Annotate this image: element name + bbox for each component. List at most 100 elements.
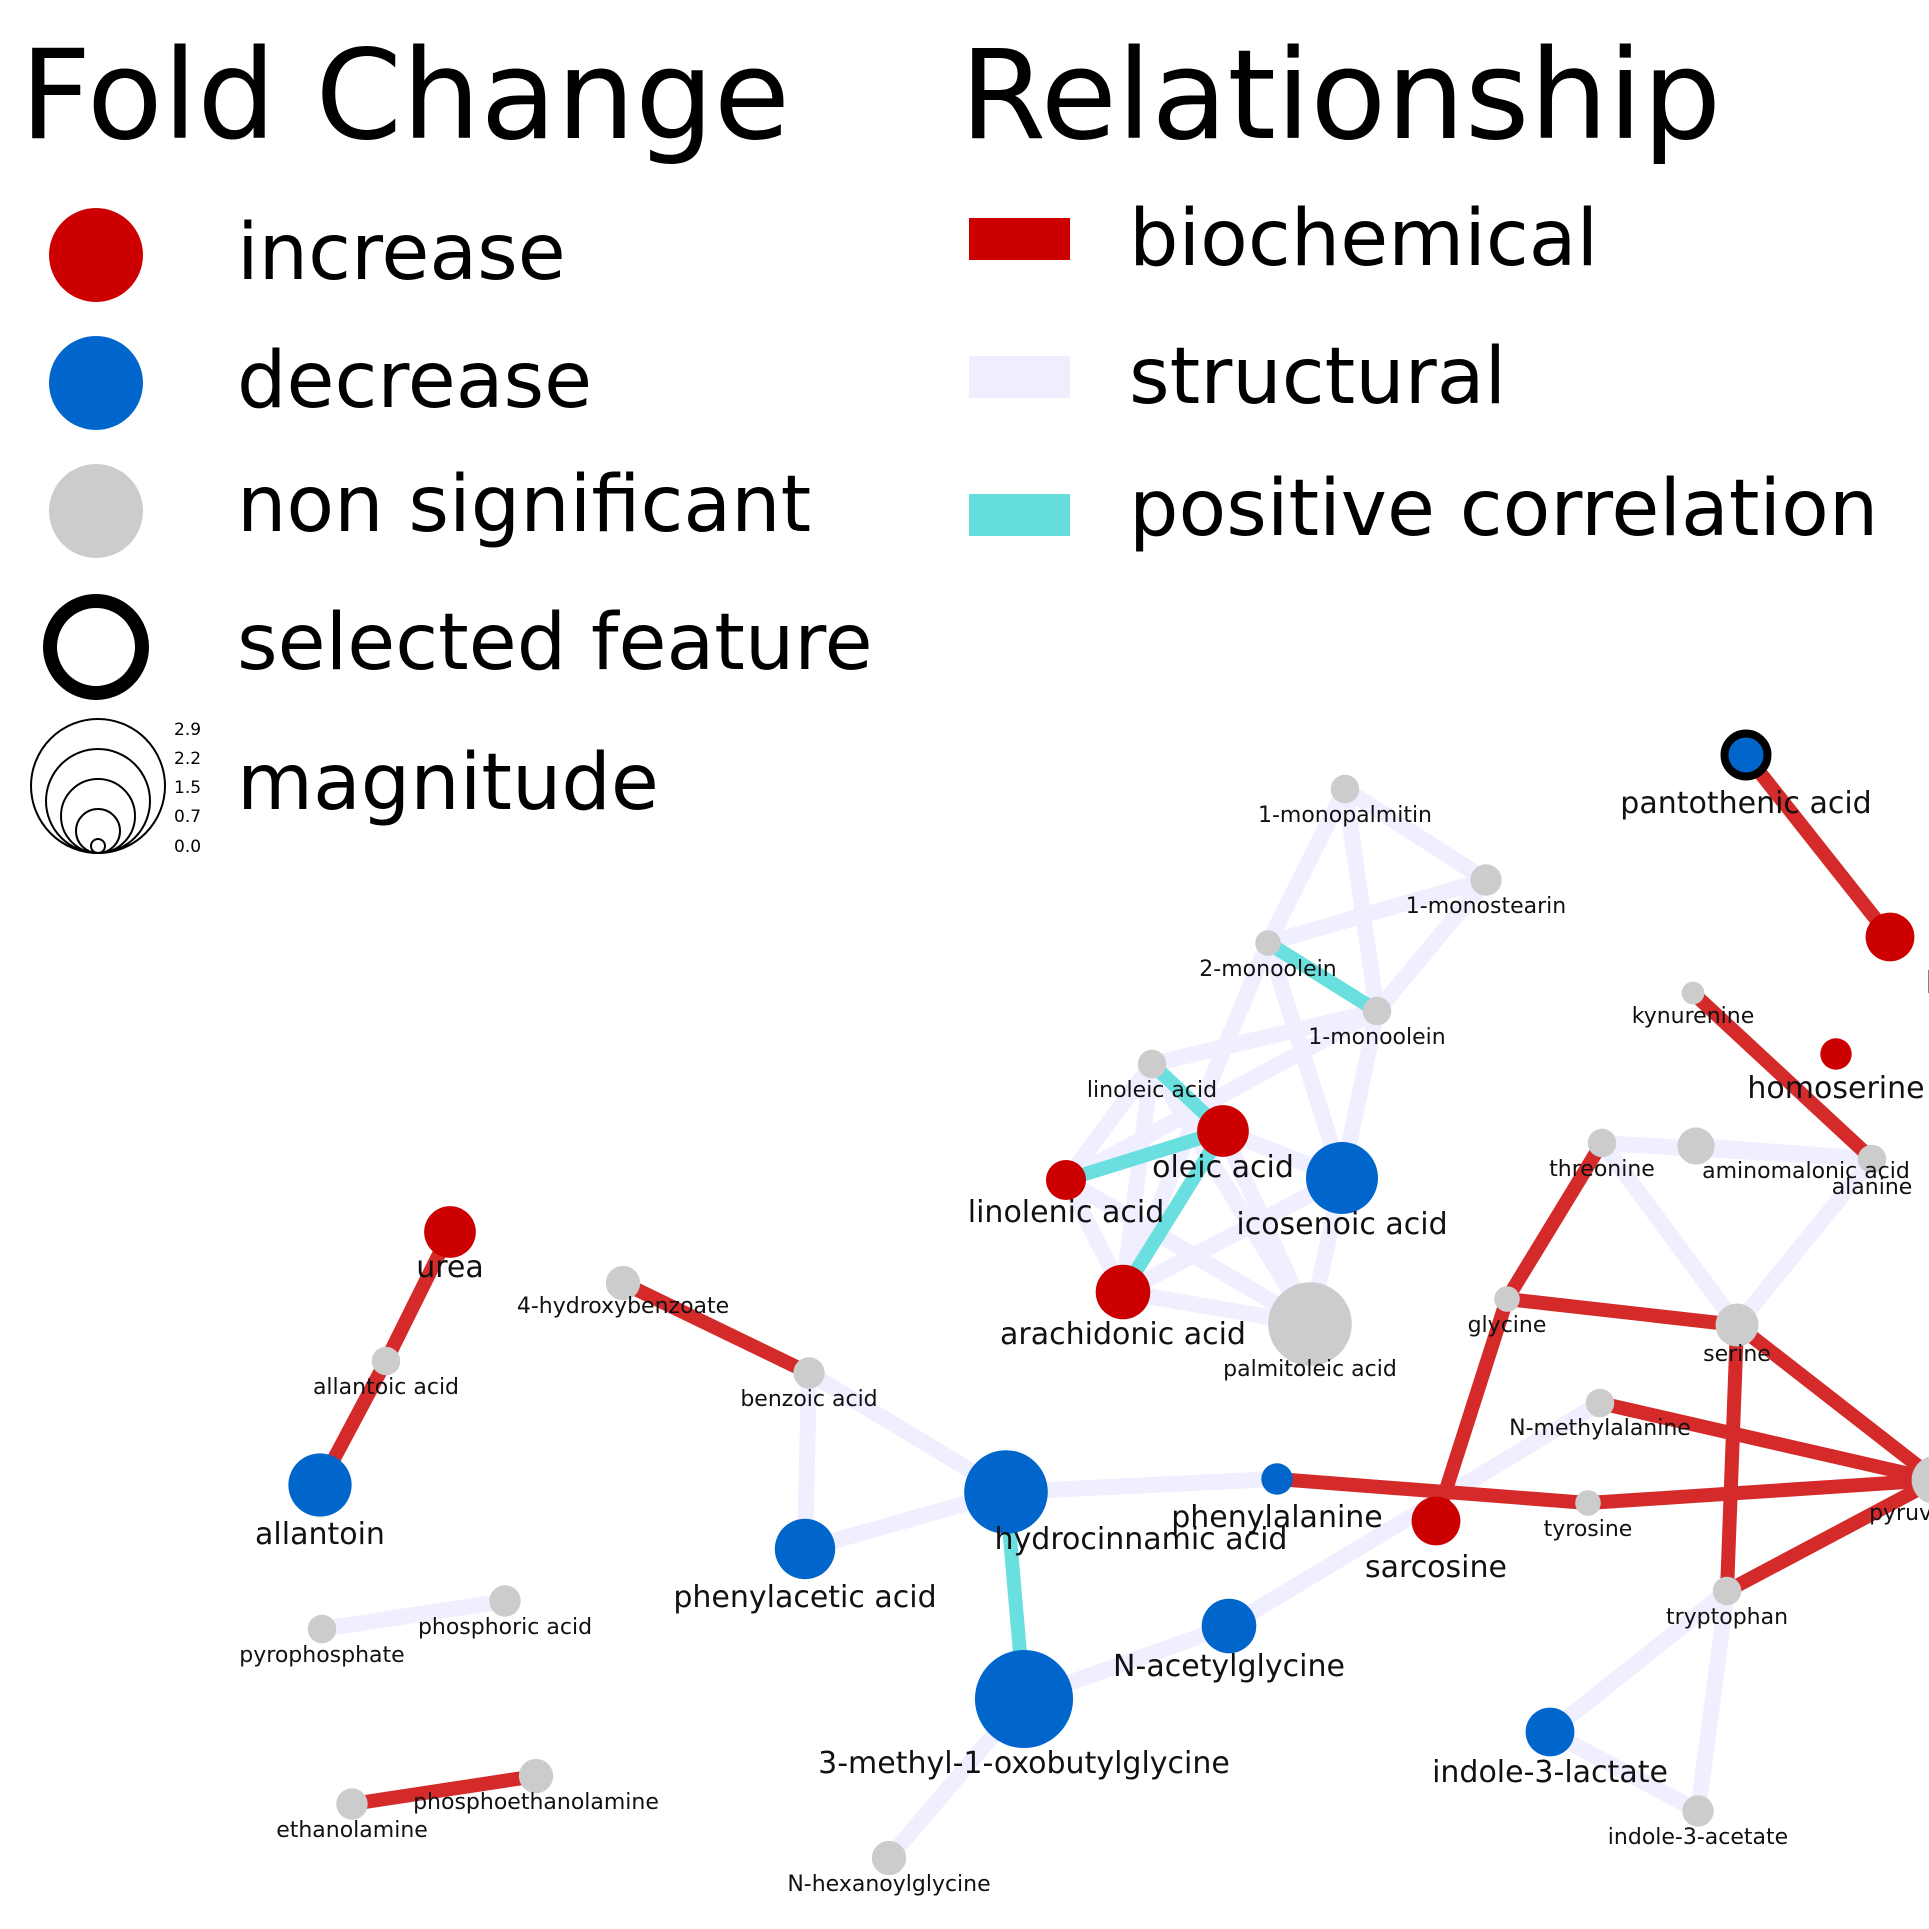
node-phosphoethanolamine[interactable] <box>518 1758 554 1794</box>
node-label-aminomalonic-acid: aminomalonic acid <box>1702 1159 1910 1184</box>
node-label-3-methyl-1-oxobutylglycine: 3-methyl-1-oxobutylglycine <box>818 1746 1230 1781</box>
node-label-allantoin: allantoin <box>255 1517 385 1552</box>
biochemical-edge <box>619 1276 813 1380</box>
relationship-legend-title: Relationship <box>960 24 1722 168</box>
node-phenylacetic-acid[interactable] <box>774 1518 836 1580</box>
node-label-icosenoic-acid: icosenoic acid <box>1236 1207 1447 1242</box>
node-label-beta-alanine: beta-alanine <box>1926 966 1929 1001</box>
node-label-pantothenic-acid: pantothenic acid <box>1620 786 1871 821</box>
node-pantothenic-acid[interactable] <box>1720 729 1772 781</box>
node-label-oleic-acid: oleic acid <box>1152 1150 1294 1185</box>
node-allantoin[interactable] <box>288 1453 352 1517</box>
node-tryptophan[interactable] <box>1712 1576 1742 1606</box>
structural-edge <box>1150 1003 1379 1072</box>
fold-change-legend-title: Fold Change <box>20 24 791 168</box>
node-label-linoleic-acid: linoleic acid <box>1087 1078 1217 1103</box>
structural-edge <box>320 1593 507 1637</box>
node-tyrosine[interactable] <box>1575 1490 1601 1516</box>
structural-swatch <box>969 356 1070 398</box>
magnitude-tick-label: 0.0 <box>174 837 202 857</box>
structural-edge <box>1340 782 1491 887</box>
node-phenylalanine[interactable] <box>1261 1463 1293 1495</box>
increase-label: increase <box>237 208 566 298</box>
node-glycine[interactable] <box>1494 1286 1520 1312</box>
structural-edge <box>1690 1589 1735 1813</box>
node-3-methyl-1-oxobutylglycine[interactable] <box>974 1649 1074 1749</box>
node-indole-3-acetate[interactable] <box>1682 1795 1714 1827</box>
node-label-phosphoethanolamine: phosphoethanolamine <box>413 1790 659 1815</box>
node-label-homoserine: homoserine <box>1747 1071 1924 1106</box>
structural-edge <box>1337 787 1385 1013</box>
node-sarcosine[interactable] <box>1411 1496 1461 1546</box>
node-label-benzoic-acid: benzoic acid <box>740 1387 877 1412</box>
structural-edge <box>1062 1003 1381 1188</box>
node-kynurenine[interactable] <box>1681 981 1705 1005</box>
magnitude-tick-label: 1.5 <box>174 778 202 798</box>
magnitude-tick-label: 0.7 <box>174 807 202 827</box>
node-label-arachidonic-acid: arachidonic acid <box>1000 1317 1246 1352</box>
node-1-monoolein[interactable] <box>1362 996 1392 1026</box>
structural-edge <box>1370 874 1493 1017</box>
node-label-urea: urea <box>416 1250 484 1285</box>
node-alanine[interactable] <box>1857 1144 1887 1174</box>
node-urea[interactable] <box>424 1206 476 1258</box>
node-palmitoleic-acid[interactable] <box>1268 1282 1352 1366</box>
node-benzoic-acid[interactable] <box>793 1357 825 1389</box>
node-label-phosphoric-acid: phosphoric acid <box>418 1615 592 1640</box>
node-icosenoic-acid[interactable] <box>1306 1142 1378 1214</box>
node-2-monoolein[interactable] <box>1255 930 1281 956</box>
node-pyruvic-acid[interactable] <box>1911 1456 1929 1505</box>
positive-correlation-swatch <box>969 494 1070 536</box>
node-threonine[interactable] <box>1587 1128 1617 1158</box>
node-label-hydrocinnamic-acid: hydrocinnamic acid <box>995 1522 1288 1557</box>
node-label-pyrophosphate: pyrophosphate <box>239 1643 404 1668</box>
node-aminomalonic-acid[interactable] <box>1677 1127 1715 1165</box>
decrease-label: decrease <box>237 336 593 426</box>
biochemical-edge <box>1688 987 1877 1165</box>
structural-edge <box>1265 872 1489 951</box>
node-label-serine: serine <box>1703 1342 1771 1367</box>
node-arachidonic-acid[interactable] <box>1095 1264 1151 1320</box>
magnitude-tick-label: 2.2 <box>174 749 202 769</box>
node-phosphoric-acid[interactable] <box>489 1585 521 1617</box>
node-serine[interactable] <box>1715 1303 1759 1347</box>
increase-swatch <box>49 208 143 302</box>
node-allantoic-acid[interactable] <box>371 1346 401 1376</box>
node-label-n-hexanoylglycine: N-hexanoylglycine <box>787 1872 990 1897</box>
magnitude-label: magnitude <box>237 738 659 828</box>
biochemical-edge <box>1429 1296 1514 1524</box>
node-label-4-hydroxybenzoate: 4-hydroxybenzoate <box>517 1294 729 1319</box>
node-pyrophosphate[interactable] <box>307 1614 337 1644</box>
node-homoserine[interactable] <box>1820 1038 1852 1070</box>
node-n-acetylglycine[interactable] <box>1201 1598 1257 1654</box>
node-1-monostearin[interactable] <box>1470 864 1502 896</box>
structural-edge <box>1595 1138 1744 1330</box>
node-label-phenylacetic-acid: phenylacetic acid <box>673 1580 936 1615</box>
node-1-monopalmitin[interactable] <box>1330 774 1360 804</box>
node-oleic-acid[interactable] <box>1197 1105 1249 1157</box>
biochemical-edge <box>1720 1324 1744 1592</box>
node-label-glycine: glycine <box>1468 1313 1547 1338</box>
biochemical-edge <box>1587 1473 1929 1510</box>
node-4-hydroxybenzoate[interactable] <box>605 1265 641 1301</box>
node-n-hexanoylglycine[interactable] <box>871 1840 907 1876</box>
node-linoleic-acid[interactable] <box>1137 1049 1167 1079</box>
structural-edge <box>1005 1471 1278 1500</box>
node-label-allantoic-acid: allantoic acid <box>313 1375 459 1400</box>
structural-edge <box>1115 1062 1160 1294</box>
biochemical-edge <box>350 1769 538 1811</box>
positive-correlation-label: positive correlation <box>1129 464 1879 554</box>
structural-edge <box>1119 1170 1346 1300</box>
biochemical-edge <box>1276 1472 1589 1510</box>
node-indole-3-lactate[interactable] <box>1525 1707 1575 1757</box>
node-label-ethanolamine: ethanolamine <box>276 1818 428 1843</box>
node-n-methylalanine[interactable] <box>1585 1388 1615 1418</box>
node-beta-alanine[interactable] <box>1865 912 1915 962</box>
decrease-swatch <box>49 336 143 430</box>
node-linolenic-acid[interactable] <box>1045 1159 1087 1201</box>
node-label-n-methylalanine: N-methylalanine <box>1509 1416 1691 1441</box>
node-hydrocinnamic-acid[interactable] <box>964 1450 1048 1534</box>
node-ethanolamine[interactable] <box>336 1788 368 1820</box>
biochemical-label: biochemical <box>1129 194 1599 284</box>
